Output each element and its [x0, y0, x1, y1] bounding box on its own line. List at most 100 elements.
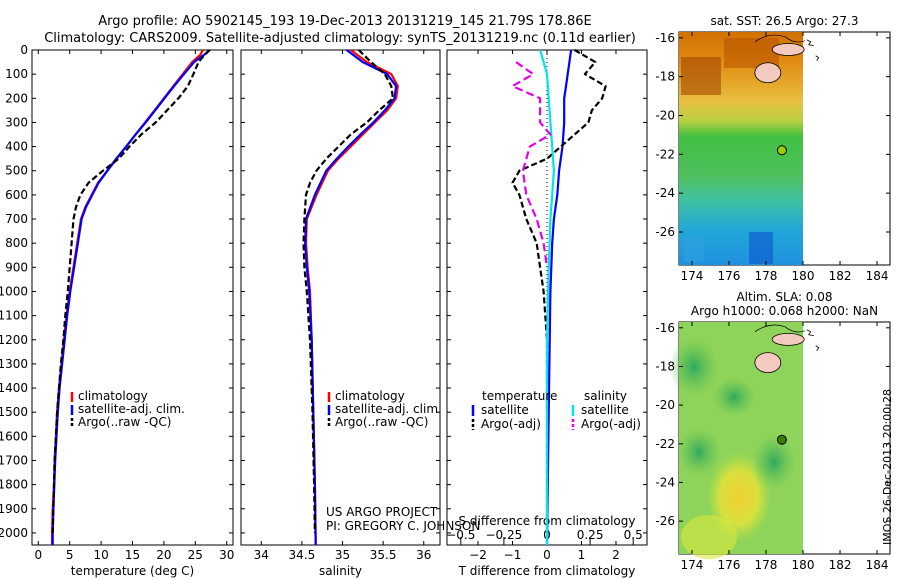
sal-series-1	[304, 49, 398, 546]
depth-tick-label: 1200	[0, 333, 28, 347]
sla-xtick-label: 182	[829, 558, 852, 572]
depth-tick-label: 1500	[0, 405, 28, 419]
depth-tick-label: 1300	[0, 357, 28, 371]
figure-title-line-2: Climatology: CARS2009. Satellite-adjuste…	[44, 31, 636, 46]
temp-legend-label: climatology	[78, 389, 148, 403]
diff-legend-label: satellite	[581, 403, 629, 417]
diff-legend-label: satellite	[481, 403, 529, 417]
sla-land-island	[754, 352, 782, 374]
salinity-panel: 34 34.5 35 35.5 36 salinity climatologysatelli…	[240, 49, 442, 578]
sal-xtick-label: 34	[254, 548, 269, 562]
salinity-diff-tick-label: 0.5	[624, 528, 643, 542]
depth-tick-label: 1800	[0, 478, 28, 492]
sla-low-anomaly	[712, 377, 756, 417]
sst-xtick-label: 182	[829, 269, 852, 283]
temp-xlabel: temperature (deg C)	[71, 564, 194, 578]
sla-ytick-label: -16	[655, 321, 675, 335]
depth-tick-label: 400	[5, 140, 28, 154]
sla-coastline	[754, 324, 806, 333]
sst-ytick-label: -16	[655, 31, 675, 45]
sla-small-islands	[806, 329, 820, 351]
diff-xtick-label: 0	[543, 548, 551, 562]
sal-xtick-label: 34.5	[289, 548, 316, 562]
sla-xtick-label: 176	[718, 558, 741, 572]
diff-series-0	[545, 49, 573, 546]
sst-ytick-label: -20	[655, 108, 675, 122]
depth-tick-label: 1100	[0, 309, 28, 323]
temperature-panel: 0100200300400500600700800900100011001200…	[0, 43, 234, 578]
depth-tick-label: 900	[5, 260, 28, 274]
temp-xtick-label: 10	[93, 548, 108, 562]
depth-tick-label: 1400	[0, 381, 28, 395]
sst-ytick-label: -24	[655, 186, 675, 200]
salinity-diff-tick-label: 0.25	[577, 528, 604, 542]
temp-legend-label: Argo(..raw -QC)	[78, 415, 171, 429]
sla-low-anomaly	[669, 337, 719, 397]
temp-xtick-label: 15	[125, 548, 140, 562]
temp-xtick-label: 5	[66, 548, 74, 562]
diff-legend-label: Argo(-adj)	[581, 417, 641, 431]
sst-xtick-label: 174	[681, 269, 704, 283]
sst-cool-patch	[749, 232, 773, 264]
temp-xtick-label: 30	[219, 548, 234, 562]
sal-xtick-label: 35	[335, 548, 350, 562]
figure-title-line-1: Argo profile: AO 5902145_193 19-Dec-2013…	[98, 14, 592, 29]
diff-series-3	[511, 61, 552, 268]
diff-xlabel: T difference from climatology	[458, 564, 636, 578]
credits-line-1: US ARGO PROJECT	[326, 505, 438, 519]
sst-ytick-label: -18	[655, 70, 675, 84]
sla-ytick-label: -22	[655, 437, 675, 451]
temp-series-2	[51, 49, 211, 533]
sst-xtick-label: 178	[755, 269, 778, 283]
depth-tick-label: 1600	[0, 429, 28, 443]
sal-legend-label: Argo(..raw -QC)	[335, 415, 428, 429]
depth-tick-label: 700	[5, 212, 28, 226]
diff-legend-label: Argo(-adj)	[481, 417, 541, 431]
sla-ytick-label: -18	[655, 359, 675, 373]
depth-tick-label: 600	[5, 188, 28, 202]
sal-plot-frame	[240, 49, 441, 546]
sla-ytick-label: -20	[655, 398, 675, 412]
sla-map: -16 -18 -20 -22 -24 -26 174 176 178 180 182 184 Alti…	[655, 290, 891, 572]
diff-xtick-label: 2	[612, 548, 620, 562]
depth-tick-label: 1900	[0, 502, 28, 516]
sst-map: -16 -18 -20 -22 -24 -26 174 176 178 180 182 184 sat.…	[655, 14, 891, 283]
diff-xtick-label: −2	[469, 548, 487, 562]
diff-legend-header-salinity: salinity	[584, 389, 627, 403]
depth-tick-label: 1000	[0, 284, 28, 298]
sal-xlabel: salinity	[319, 564, 362, 578]
salinity-diff-tick-label: −0.5	[446, 528, 475, 542]
sla-xtick-label: 174	[681, 558, 704, 572]
sla-land-island	[771, 332, 805, 346]
diff-xtick-label: −1	[504, 548, 522, 562]
sal-series-2	[302, 49, 394, 533]
sst-xtick-label: 176	[718, 269, 741, 283]
temp-legend-label: satellite-adj. clim.	[78, 402, 185, 416]
salinity-diff-tick-label: −0.25	[486, 528, 523, 542]
sal-legend-label: climatology	[335, 389, 405, 403]
diff-series-1	[511, 49, 607, 533]
sst-warm-patch	[681, 57, 721, 95]
sst-land-island	[771, 43, 805, 56]
depth-tick-label: 800	[5, 236, 28, 250]
sst-map-title: sat. SST: 26.5 Argo: 27.3	[710, 14, 858, 28]
sla-xtick-label: 178	[755, 558, 778, 572]
sal-xtick-label: 36	[416, 548, 431, 562]
depth-tick-label: 0	[20, 43, 28, 57]
depth-tick-label: 200	[5, 91, 28, 105]
temp-xtick-label: 25	[188, 548, 203, 562]
sla-map-title-1: Altim. SLA: 0.08	[736, 290, 832, 304]
sst-float-marker	[776, 145, 787, 156]
temp-xtick-label: 20	[156, 548, 171, 562]
sst-xtick-label: 180	[792, 269, 815, 283]
imos-side-label: IMOS 26-Dec-2013 20:00:28	[881, 389, 894, 545]
sst-ytick-label: -22	[655, 147, 675, 161]
diff-series-2	[539, 49, 556, 545]
temp-xtick-label: 0	[34, 548, 42, 562]
sal-xtick-label: 35.5	[370, 548, 397, 562]
sla-low-anomaly	[677, 427, 721, 477]
sla-ytick-label: -24	[655, 475, 675, 489]
sla-high-anomaly	[681, 515, 737, 559]
